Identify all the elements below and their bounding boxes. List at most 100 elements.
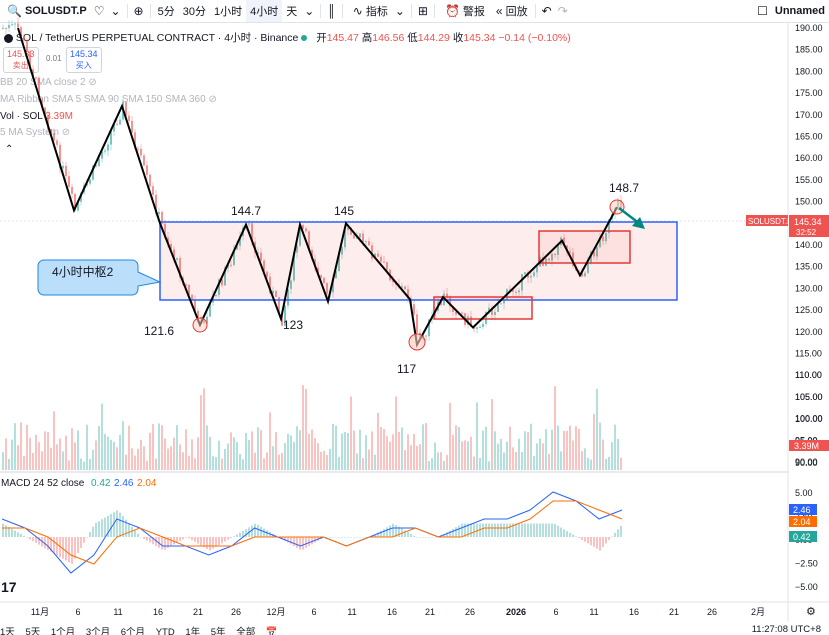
undo-icon[interactable]: ↶: [541, 4, 552, 18]
range-all[interactable]: 全部: [236, 627, 256, 635]
candle-body: [38, 77, 40, 100]
volume-bar: [194, 458, 196, 470]
macd-hist-bar: [287, 537, 289, 543]
eye-off-icon[interactable]: ⊘: [88, 77, 97, 88]
volume-bar: [515, 451, 517, 470]
volume-bar: [74, 442, 76, 470]
macd-hist-bar: [221, 537, 223, 544]
range-ytd[interactable]: YTD: [155, 627, 175, 635]
zhongshu-callout[interactable]: 4小时中枢2: [37, 259, 162, 296]
candle-body: [26, 40, 28, 52]
interval-1d[interactable]: 天: [286, 6, 298, 18]
range-5d[interactable]: 5天: [25, 627, 41, 635]
range-1m[interactable]: 1个月: [50, 627, 76, 635]
indicator-ma-system[interactable]: 5 MA System ⊘: [0, 127, 71, 138]
eye-off-icon[interactable]: ⊘: [61, 127, 71, 138]
macd-hist-bar: [497, 523, 499, 537]
indicator-ma-ribbon[interactable]: MA Ribbon SMA 5 SMA 90 SMA 150 SMA 360 ⊘: [0, 94, 217, 105]
macd-hist-bar: [500, 523, 502, 537]
range-1y[interactable]: 1年: [185, 627, 201, 635]
time-axis[interactable]: 11月 6 11 16 21 26 12月 6 11 16 21 26 2026 6 11 16 21 26 2月: [31, 607, 765, 617]
candle-body: [401, 286, 403, 288]
collapse-legend-icon[interactable]: ⌃: [5, 144, 14, 155]
volume-bar: [101, 403, 103, 470]
volume-bar: [248, 440, 250, 470]
range-5y[interactable]: 5年: [210, 627, 226, 635]
zigzag-line[interactable]: [17, 27, 618, 348]
tradingview-logo: 17: [1, 579, 17, 595]
brand-icon[interactable]: ♡: [93, 4, 105, 18]
candle-body: [59, 144, 61, 169]
layout-grid-icon[interactable]: ⊞: [417, 4, 428, 18]
macd-hist-bar: [452, 528, 454, 537]
candle-body: [14, 23, 16, 25]
candle-body: [209, 302, 211, 317]
candle-body: [455, 312, 457, 315]
layout-name[interactable]: Unnamed: [774, 5, 825, 17]
volume-bar: [395, 396, 397, 470]
candle-body: [524, 272, 526, 275]
settings-gear-icon[interactable]: ⚙: [806, 606, 816, 618]
macd-hist-bar: [428, 537, 430, 538]
buy-button[interactable]: 145.34 买入: [66, 47, 102, 73]
indicator-bb[interactable]: BB 20 SMA close 2 ⊘: [0, 77, 97, 88]
volume-bar: [551, 429, 553, 470]
macd-hist-bar: [146, 537, 148, 541]
macd-hist-bar: [173, 537, 175, 545]
high-marker-148[interactable]: [609, 199, 625, 215]
chevron-down-icon[interactable]: ⌄: [110, 4, 121, 18]
range-3m[interactable]: 3个月: [85, 627, 111, 635]
macd-hist-bar: [89, 532, 91, 537]
candle-body: [152, 186, 154, 195]
small-box-2[interactable]: [538, 230, 631, 264]
range-6m[interactable]: 6个月: [120, 627, 146, 635]
sell-button[interactable]: 145.33 卖出: [3, 47, 39, 73]
symbol-search-button[interactable]: 🔍 SOLUSDT.P: [0, 0, 91, 22]
eye-off-icon[interactable]: ⊘: [208, 94, 217, 105]
alert-button[interactable]: ⏰ 警报: [438, 0, 489, 22]
layout-checkbox-icon[interactable]: ☐: [757, 4, 768, 18]
candle-body: [212, 295, 214, 303]
macd-hist-bar: [491, 523, 493, 537]
indicator-vol[interactable]: Vol · SOL 3.39M: [0, 111, 74, 122]
interval-5m[interactable]: 5分: [157, 6, 175, 18]
range-bar: 1天 5天 1个月 3个月 6个月 YTD 1年 5年 全部 📅 11:27:0…: [0, 624, 829, 635]
compare-add-icon[interactable]: ⊕: [133, 4, 144, 18]
date-range-icon[interactable]: 📅: [265, 627, 278, 635]
volume-bar: [344, 431, 346, 470]
range-1d[interactable]: 1天: [0, 627, 15, 635]
interval-1h[interactable]: 1小时: [213, 6, 243, 18]
chevron-down-icon[interactable]: ⌄: [304, 4, 315, 18]
candle-body: [536, 266, 538, 273]
macd-hist-bar: [611, 536, 613, 537]
price-axis[interactable]: 190.00 185.00 180.00 175.00 170.00 165.00 160.…: [795, 23, 823, 467]
macd-hist-bar: [524, 523, 526, 537]
candle-body: [194, 299, 196, 311]
candles-icon[interactable]: ║: [327, 4, 336, 18]
candle-body: [293, 252, 295, 281]
candle-body: [533, 272, 535, 277]
volume-bar: [536, 443, 538, 470]
macd-hist-bar: [152, 537, 154, 545]
candle-body: [356, 237, 358, 239]
interval-30m[interactable]: 30分: [182, 6, 206, 18]
replay-button[interactable]: «回放: [489, 0, 532, 22]
low-marker-117[interactable]: [408, 333, 426, 351]
interval-4h[interactable]: 4小时: [246, 0, 283, 22]
macd-hist-bar: [218, 537, 220, 546]
volume-bar: [407, 434, 409, 470]
range-box-zhongshu[interactable]: [159, 221, 678, 301]
candle-body: [452, 306, 454, 313]
macd-hist-bar: [185, 537, 187, 538]
signal-line: [2, 500, 623, 565]
small-box-1[interactable]: [433, 296, 533, 320]
redo-icon[interactable]: ↷: [557, 4, 568, 18]
time-tick: 26: [465, 607, 475, 617]
candle-body: [272, 290, 274, 294]
indicators-button[interactable]: ∿ 指标: [346, 0, 392, 22]
macd-hist-bar: [32, 537, 34, 542]
chevron-down-icon[interactable]: ⌄: [394, 4, 405, 18]
candle-body: [299, 225, 301, 246]
low-marker-121[interactable]: [192, 317, 208, 333]
